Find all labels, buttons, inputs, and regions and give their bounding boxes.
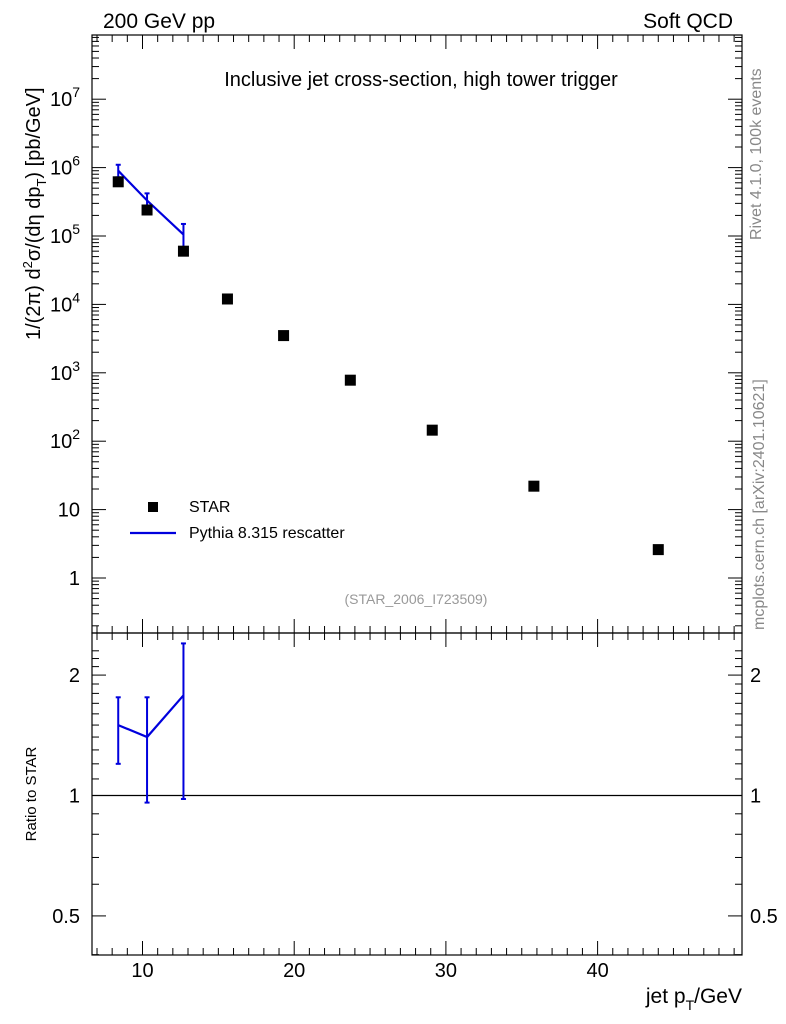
ratio-mc-series [115, 642, 186, 804]
ratio-mc-line [117, 694, 185, 739]
ratio-y-tick-label-right: 2 [750, 665, 761, 687]
ratio-ticks [92, 633, 742, 956]
main-y-tick-label: 10 [58, 500, 80, 522]
ratio-frame [91, 632, 743, 956]
legend: STAR Pythia 8.315 rescatter [130, 499, 345, 542]
data-series [112, 176, 664, 556]
header-left: 200 GeV pp [103, 10, 215, 33]
ratio-panel: 0.5 0.5 1 1 2 2 [52, 632, 778, 956]
star-data-point [141, 204, 153, 216]
rivet-label: Rivet 4.1.0, 100k events [748, 68, 765, 240]
header-right: Soft QCD [643, 10, 733, 33]
legend-marker-star [148, 502, 158, 512]
x-tick-label: 40 [586, 960, 608, 982]
star-data-point [177, 245, 189, 257]
legend-label-star: STAR [189, 499, 230, 516]
x-tick-label: 20 [283, 960, 305, 982]
main-y-tick-label: 107 [50, 84, 80, 111]
mc-line [117, 169, 185, 236]
mcplots-label: mcplots.cern.ch [arXiv:2401.10621] [751, 379, 768, 630]
ratio-y-tick-label-right: 1 [750, 786, 761, 808]
chart-title: Inclusive jet cross-section, high tower … [224, 69, 618, 91]
star-data-point [652, 544, 664, 556]
main-panel: 1 10 102 103 104 105 106 107 Inclusive jet cros… [50, 34, 743, 634]
star-data-point [344, 374, 356, 386]
ratio-y-tick-label-left: 0.5 [52, 906, 80, 928]
main-frame [91, 34, 743, 634]
ratio-y-axis-label: Ratio to STAR [23, 746, 40, 841]
ratio-y-tick-label-left: 1 [69, 786, 80, 808]
star-data-point [112, 176, 124, 188]
analysis-tag: (STAR_2006_I723509) [345, 591, 488, 607]
main-y-tick-label: 102 [50, 426, 80, 453]
legend-label-mc: Pythia 8.315 rescatter [189, 525, 345, 542]
star-data-point [221, 293, 233, 305]
main-y-tick-label: 103 [50, 358, 80, 385]
main-ticks [92, 35, 742, 633]
ratio-y-tick-label-left: 2 [69, 665, 80, 687]
main-y-tick-labels: 1 10 102 103 104 105 106 107 [50, 84, 80, 590]
main-y-tick-label: 106 [50, 153, 80, 180]
x-tick-labels: 10 20 30 40 [131, 960, 608, 982]
star-data-point [528, 480, 540, 492]
x-tick-label: 10 [131, 960, 153, 982]
main-y-tick-label: 105 [50, 221, 80, 248]
x-tick-label: 30 [435, 960, 457, 982]
x-axis-label: jet pT/GeV [645, 985, 742, 1013]
star-data-point [278, 330, 290, 342]
main-y-tick-label: 104 [50, 289, 80, 316]
main-y-axis-label: 1/(2π) d2σ/(dη dpT) [pb/GeV] [20, 87, 49, 340]
main-y-tick-label: 1 [69, 568, 80, 590]
star-data-point [426, 424, 438, 436]
ratio-y-tick-label-right: 0.5 [750, 906, 778, 928]
ratio-y-tick-labels: 0.5 0.5 1 1 2 2 [52, 665, 778, 928]
